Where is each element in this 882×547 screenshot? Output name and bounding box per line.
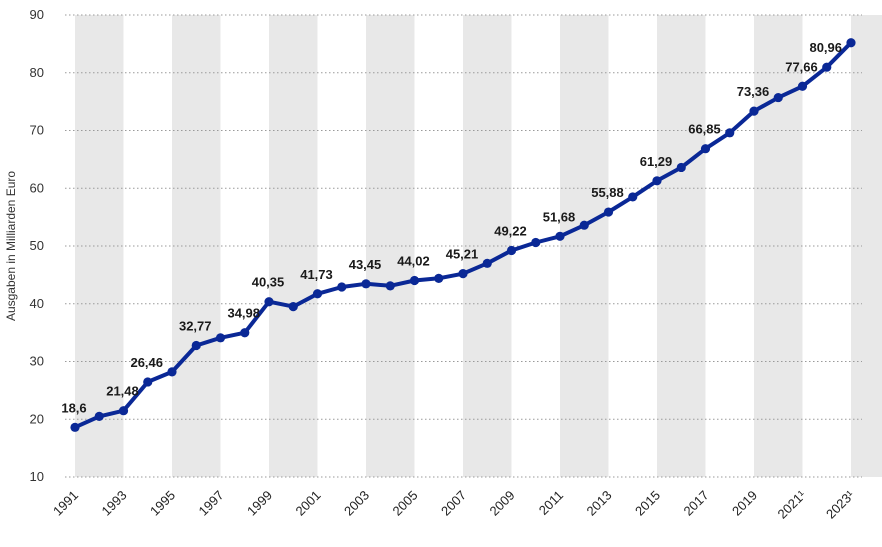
- data-point: [797, 81, 808, 91]
- data-point: [409, 275, 420, 286]
- data-point: [143, 377, 153, 387]
- data-label: 51,68: [543, 209, 576, 224]
- data-point: [264, 297, 274, 307]
- data-point: [94, 411, 104, 421]
- data-label: 49,22: [494, 224, 527, 239]
- data-label: 41,73: [300, 267, 333, 282]
- x-tick-label: 2019: [729, 488, 760, 519]
- x-tick-label: 1999: [244, 488, 275, 519]
- x-tick-label: 2021¹: [775, 487, 810, 522]
- y-axis-label: Ausgaben in Milliarden Euro: [4, 171, 18, 321]
- x-tick-label: 1997: [196, 488, 227, 519]
- x-tick-label: 2011: [536, 488, 566, 518]
- background-bands: [75, 15, 882, 477]
- data-label: 18,6: [61, 400, 86, 415]
- data-point: [773, 92, 783, 103]
- x-tick-label: 2003: [341, 488, 372, 519]
- data-point: [749, 106, 759, 116]
- data-point: [579, 220, 589, 230]
- data-label: 44,02: [397, 254, 430, 269]
- data-point: [700, 144, 711, 154]
- data-label: 34,98: [227, 306, 260, 321]
- data-point: [215, 333, 226, 343]
- data-labels: 18,6 21,48 26,46 32,77 34,98 40,35 41,73 43,45 4…: [61, 40, 842, 415]
- y-tick-label: 10: [30, 469, 44, 484]
- data-point: [434, 273, 444, 283]
- data-point: [725, 128, 735, 138]
- y-axis-ticks: 10 20 30 40 50 60 70 80 90: [30, 7, 44, 484]
- series-points: [70, 38, 856, 432]
- x-tick-label: 1991: [50, 488, 81, 519]
- data-point: [603, 207, 614, 217]
- x-tick-label: 1993: [99, 488, 130, 519]
- data-label: 80,96: [809, 40, 842, 55]
- y-tick-label: 90: [30, 7, 44, 22]
- data-point: [240, 328, 250, 338]
- data-point: [531, 237, 541, 248]
- x-tick-label: 2005: [390, 488, 421, 519]
- data-point: [676, 162, 686, 173]
- data-point: [191, 340, 201, 351]
- data-point: [167, 367, 177, 377]
- y-tick-label: 40: [30, 296, 44, 311]
- data-point: [385, 281, 395, 291]
- y-tick-label: 80: [30, 65, 44, 80]
- x-axis-ticks: 1991 1993 1995 1997 1999 2001 2003 2005 2007 2009…: [50, 487, 858, 522]
- data-point: [822, 62, 832, 72]
- bg-band: [851, 15, 882, 477]
- y-tick-label: 60: [30, 180, 44, 195]
- bg-band: [463, 15, 512, 477]
- x-tick-label: 2015: [632, 488, 663, 519]
- data-point: [312, 289, 323, 299]
- data-point: [846, 38, 856, 48]
- data-label: 21,48: [106, 384, 139, 399]
- data-label: 45,21: [446, 247, 479, 262]
- x-tick-label: 2001: [293, 488, 324, 519]
- data-label: 40,35: [252, 275, 285, 290]
- data-label: 77,66: [785, 59, 818, 74]
- y-tick-label: 30: [30, 354, 44, 369]
- bg-band: [560, 15, 609, 477]
- data-label: 73,36: [737, 84, 770, 99]
- data-point: [337, 282, 347, 292]
- x-tick-label: 2009: [487, 488, 518, 519]
- x-tick-label: 2013: [584, 488, 615, 519]
- data-point: [118, 406, 129, 416]
- data-point: [70, 422, 80, 432]
- data-label: 66,85: [688, 122, 721, 137]
- y-tick-label: 70: [30, 123, 44, 138]
- data-point: [652, 176, 662, 186]
- y-tick-label: 50: [30, 238, 44, 253]
- x-tick-label: 2017: [681, 488, 712, 519]
- x-tick-label: 2007: [438, 488, 469, 519]
- data-point: [555, 231, 565, 241]
- bg-band: [75, 15, 124, 477]
- data-label: 55,88: [591, 185, 624, 200]
- data-label: 32,77: [179, 319, 212, 334]
- bg-band: [172, 15, 221, 477]
- data-point: [288, 302, 298, 312]
- y-tick-label: 20: [30, 411, 44, 426]
- data-point: [482, 258, 492, 268]
- x-tick-label: 2023¹: [823, 487, 858, 522]
- data-point: [458, 269, 468, 279]
- data-label: 43,45: [349, 257, 382, 272]
- data-point: [361, 279, 371, 289]
- data-point: [628, 192, 638, 202]
- data-label: 26,46: [130, 355, 163, 370]
- x-tick-label: 1995: [147, 488, 178, 519]
- data-label: 61,29: [640, 154, 673, 169]
- grid-lines: [65, 14, 862, 478]
- data-point: [506, 245, 517, 256]
